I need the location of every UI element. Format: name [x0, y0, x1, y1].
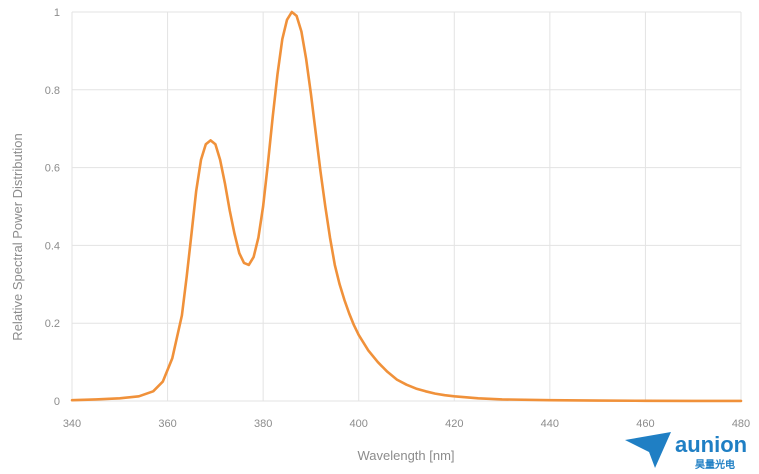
x-axis-title: Wavelength [nm] — [357, 448, 454, 463]
y-tick-label-1: 0.2 — [45, 318, 60, 330]
x-axis-ticks: 340 360 380 400 420 440 460 480 — [63, 418, 750, 430]
x-tick-label-480: 480 — [732, 418, 750, 430]
brand-logo: aunion 昊量光电 — [625, 432, 747, 471]
x-tick-label-440: 440 — [541, 418, 559, 430]
y-tick-label-5: 1 — [54, 7, 60, 19]
logo-brand-text: aunion — [675, 432, 747, 457]
grid — [71, 11, 742, 402]
y-tick-label-0: 0 — [54, 396, 60, 408]
y-tick-label-4: 0.8 — [45, 85, 60, 97]
x-tick-label-400: 400 — [350, 418, 368, 430]
y-axis-title: Relative Spectral Power Distribution — [10, 133, 25, 340]
logo-arrow-notch — [645, 452, 655, 468]
x-tick-label-460: 460 — [636, 418, 654, 430]
series-line-0 — [70, 10, 743, 403]
logo-sub-text: 昊量光电 — [695, 458, 735, 471]
series-group — [70, 10, 743, 403]
y-axis-ticks: 0 0.2 0.4 0.6 0.8 1 — [45, 7, 60, 408]
x-tick-label-340: 340 — [63, 418, 81, 430]
y-tick-label-3: 0.6 — [45, 163, 60, 175]
y-tick-label-2: 0.4 — [45, 240, 60, 252]
logo-arrow-icon — [625, 432, 671, 468]
x-tick-label-360: 360 — [158, 418, 176, 430]
x-tick-label-380: 380 — [254, 418, 272, 430]
x-tick-label-420: 420 — [445, 418, 463, 430]
